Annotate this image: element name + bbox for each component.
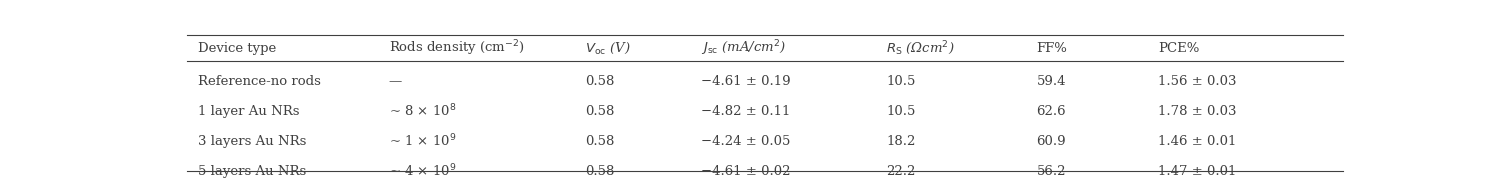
Text: —: — (389, 75, 403, 88)
Text: 1.56 ± 0.03: 1.56 ± 0.03 (1158, 75, 1237, 88)
Text: −4.61 ± 0.19: −4.61 ± 0.19 (701, 75, 791, 88)
Text: 0.58: 0.58 (585, 135, 615, 148)
Text: 56.2: 56.2 (1037, 165, 1065, 178)
Text: 18.2: 18.2 (886, 135, 916, 148)
Text: 1.46 ± 0.01: 1.46 ± 0.01 (1158, 135, 1237, 148)
Text: 0.58: 0.58 (585, 105, 615, 118)
Text: 1.78 ± 0.03: 1.78 ± 0.03 (1158, 105, 1237, 118)
Text: FF%: FF% (1037, 42, 1067, 55)
Text: 62.6: 62.6 (1037, 105, 1065, 118)
Text: 10.5: 10.5 (886, 105, 916, 118)
Text: −4.61 ± 0.02: −4.61 ± 0.02 (701, 165, 791, 178)
Text: $R_{\mathrm{S}}$ (Ωcm$^{2}$): $R_{\mathrm{S}}$ (Ωcm$^{2}$) (886, 39, 955, 57)
Text: $J_{\mathrm{sc}}$ (mA/cm$^{2}$): $J_{\mathrm{sc}}$ (mA/cm$^{2}$) (701, 38, 786, 58)
Text: 0.58: 0.58 (585, 165, 615, 178)
Text: Rods density (cm$^{-2}$): Rods density (cm$^{-2}$) (389, 38, 525, 58)
Text: Device type: Device type (198, 42, 276, 55)
Text: 59.4: 59.4 (1037, 75, 1065, 88)
Text: −4.24 ± 0.05: −4.24 ± 0.05 (701, 135, 791, 148)
Text: 5 layers Au NRs: 5 layers Au NRs (198, 165, 306, 178)
Text: $V_{\mathrm{oc}}$ (V): $V_{\mathrm{oc}}$ (V) (585, 41, 631, 56)
Text: 1 layer Au NRs: 1 layer Au NRs (198, 105, 300, 118)
Text: 10.5: 10.5 (886, 75, 916, 88)
Text: 0.58: 0.58 (585, 75, 615, 88)
Text: ~ 1 × 10$^9$: ~ 1 × 10$^9$ (389, 133, 457, 150)
Text: Reference-no rods: Reference-no rods (198, 75, 321, 88)
Text: −4.82 ± 0.11: −4.82 ± 0.11 (701, 105, 791, 118)
Text: ~ 4 × 10$^9$: ~ 4 × 10$^9$ (389, 163, 457, 180)
Text: PCE%: PCE% (1158, 42, 1200, 55)
Text: 60.9: 60.9 (1037, 135, 1065, 148)
Text: 3 layers Au NRs: 3 layers Au NRs (198, 135, 306, 148)
Text: 1.47 ± 0.01: 1.47 ± 0.01 (1158, 165, 1237, 178)
Text: ~ 8 × 10$^8$: ~ 8 × 10$^8$ (389, 103, 457, 120)
Text: 22.2: 22.2 (886, 165, 916, 178)
